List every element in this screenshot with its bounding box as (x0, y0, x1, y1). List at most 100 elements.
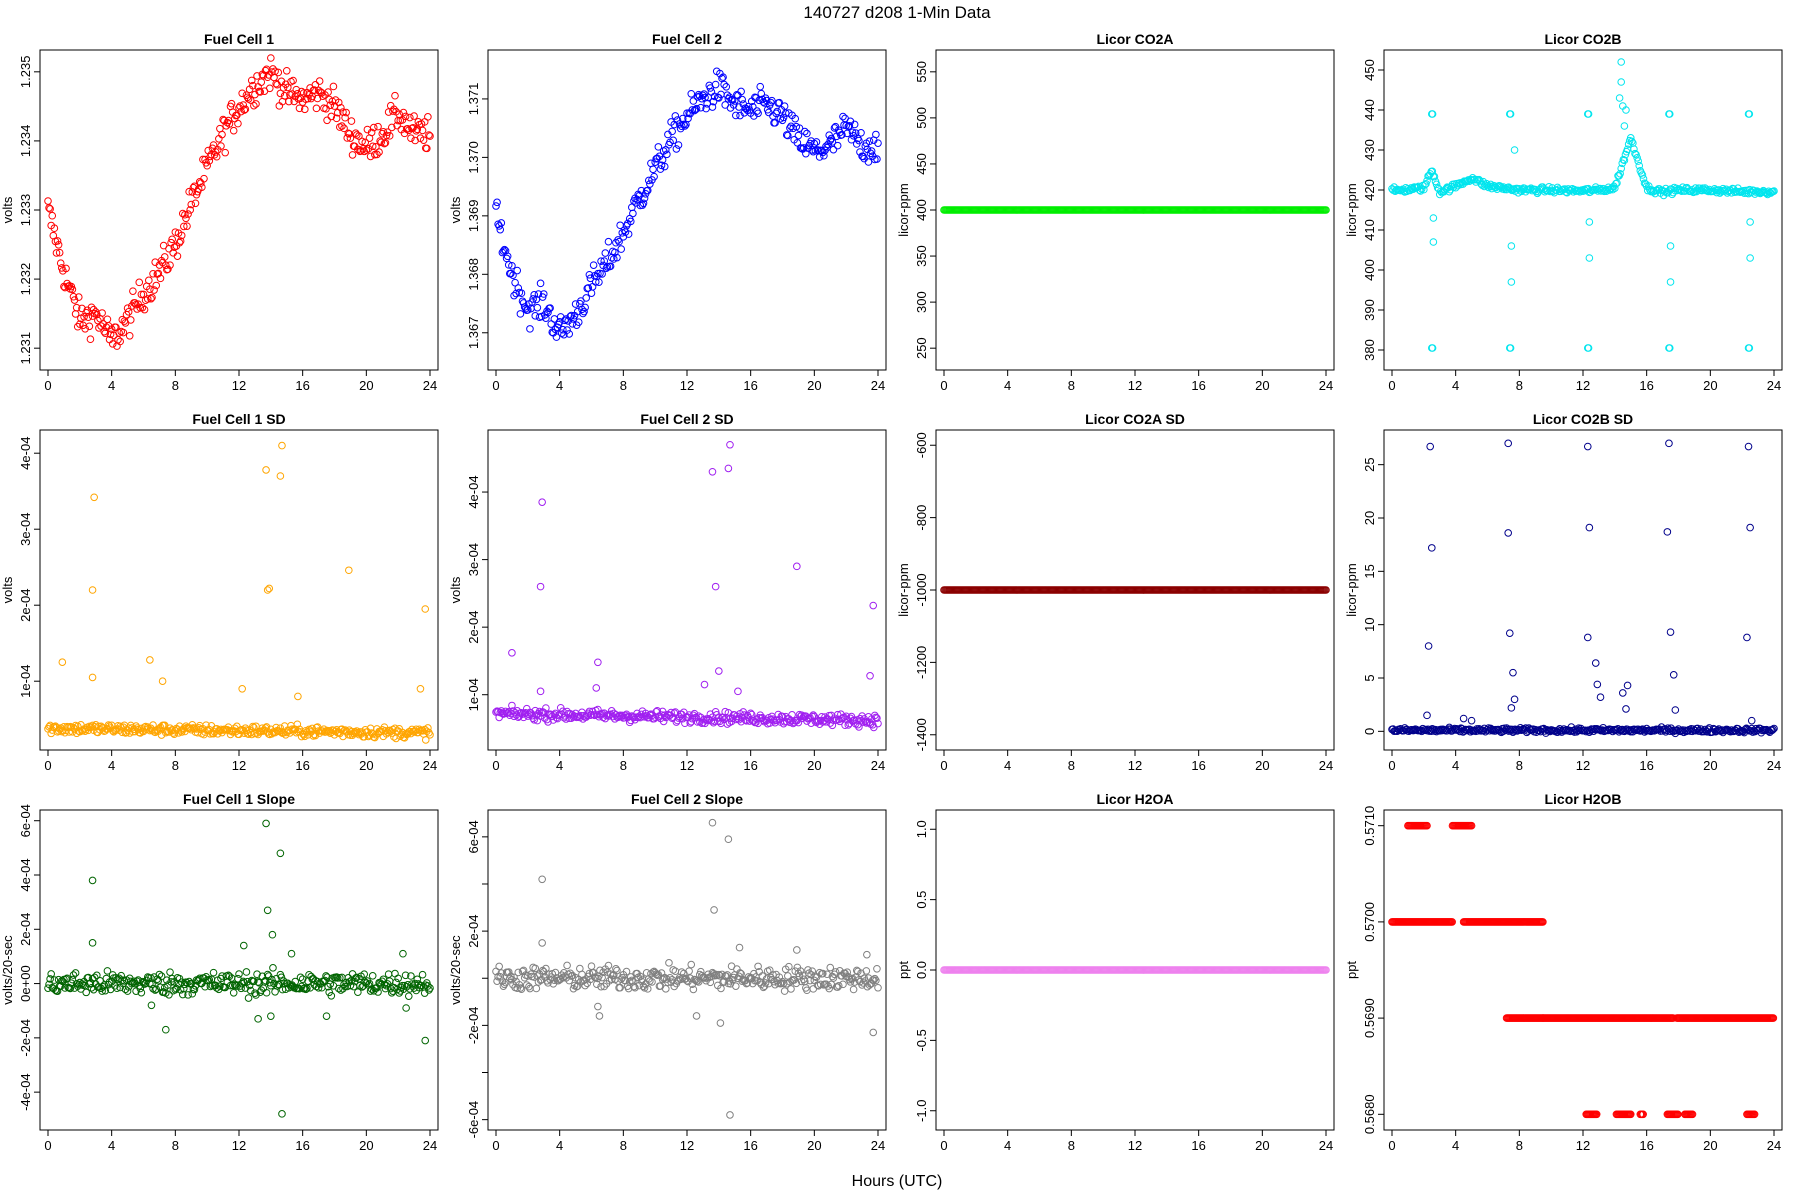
y-tick-label: 400 (914, 199, 929, 221)
data-point (645, 176, 653, 185)
data-point (772, 109, 780, 118)
x-tick-label: 20 (359, 758, 373, 773)
data-point (691, 105, 700, 114)
data-point (1746, 523, 1754, 532)
y-tick-label: -2e-04 (466, 1007, 481, 1045)
data-point (816, 980, 825, 989)
data-point (1632, 150, 1640, 159)
y-tick-label: 10 (1362, 617, 1377, 631)
y-tick-label: 1.370 (466, 141, 481, 174)
data-point (585, 969, 594, 978)
x-tick-label: 0 (940, 378, 947, 393)
data-point (50, 976, 59, 984)
data-point (148, 980, 156, 989)
data-point (388, 123, 396, 132)
data-point (62, 264, 70, 273)
data-point (850, 978, 859, 986)
y-tick-label: 4e-04 (18, 437, 33, 470)
data-point (532, 984, 541, 993)
data-point (582, 294, 590, 302)
data-point (845, 121, 854, 130)
x-tick-label: 8 (1516, 378, 1523, 393)
data-point (825, 984, 833, 993)
x-tick-label: 4 (1452, 758, 1459, 773)
data-point (792, 979, 801, 988)
data-point (546, 304, 554, 312)
x-tick-label: 12 (1128, 758, 1142, 773)
data-point (403, 125, 412, 133)
x-tick-label: 16 (743, 378, 757, 393)
x-tick-label: 24 (1767, 758, 1781, 773)
data-point (250, 723, 258, 732)
data-point (536, 687, 545, 696)
y-tick-label: 0 (1362, 728, 1377, 735)
data-point (149, 984, 157, 993)
x-tick-label: 8 (1068, 378, 1075, 393)
data-point (111, 982, 119, 990)
data-point (538, 293, 547, 301)
data-point (137, 988, 146, 997)
y-tick-label: 500 (914, 107, 929, 129)
points-fc1 (44, 54, 434, 350)
data-point (125, 331, 134, 340)
data-point (74, 293, 83, 301)
data-point (184, 991, 192, 999)
x-tick-label: 24 (871, 758, 885, 773)
data-point (632, 199, 640, 207)
data-point (123, 304, 132, 313)
data-point (56, 259, 65, 268)
data-point (711, 80, 720, 89)
y-axis-label: volts (448, 196, 463, 223)
data-point (306, 726, 314, 735)
x-tick-label: 16 (743, 1138, 757, 1153)
y-tick-label: 1e-04 (18, 665, 33, 698)
x-tick-label: 4 (108, 378, 115, 393)
x-tick-label: 0 (44, 1138, 51, 1153)
y-tick-label: 250 (914, 337, 929, 359)
data-point (259, 71, 268, 80)
data-point (218, 130, 226, 139)
data-point (1669, 671, 1678, 679)
data-point (649, 165, 657, 174)
data-point (1515, 185, 1524, 193)
data-point (76, 320, 84, 328)
data-point (737, 717, 745, 726)
data-point (544, 718, 552, 726)
data-point (209, 968, 218, 977)
data-point (1585, 218, 1594, 226)
data-point (185, 187, 193, 196)
y-tick-label: 0.0 (914, 961, 929, 979)
data-point (171, 228, 180, 236)
data-point (495, 962, 503, 971)
x-tick-label: 24 (423, 378, 437, 393)
y-axis-label: volts/20-sec (0, 935, 15, 1005)
data-point (238, 685, 246, 693)
data-point (515, 981, 524, 989)
data-point (401, 112, 410, 121)
data-point (421, 736, 430, 744)
data-point (1634, 725, 1642, 734)
data-point (622, 710, 631, 719)
data-point (124, 308, 133, 316)
data-point (99, 982, 107, 991)
data-point (1623, 681, 1632, 690)
data-point (613, 966, 621, 975)
data-point (291, 977, 300, 986)
data-point (797, 977, 806, 986)
data-point (55, 248, 64, 257)
data-point (383, 128, 392, 136)
y-tick-label: 1.369 (466, 200, 481, 233)
data-point (135, 278, 144, 287)
data-point (536, 279, 545, 288)
data-point (418, 970, 427, 979)
x-tick-label: 4 (1452, 1138, 1459, 1153)
data-point (260, 977, 269, 986)
data-point (580, 307, 588, 316)
data-point (1462, 177, 1471, 186)
y-tick-label: 380 (1362, 339, 1377, 361)
data-point (625, 977, 634, 986)
data-point (413, 125, 422, 134)
y-tick-label: 400 (1362, 259, 1377, 281)
data-point (367, 128, 376, 137)
